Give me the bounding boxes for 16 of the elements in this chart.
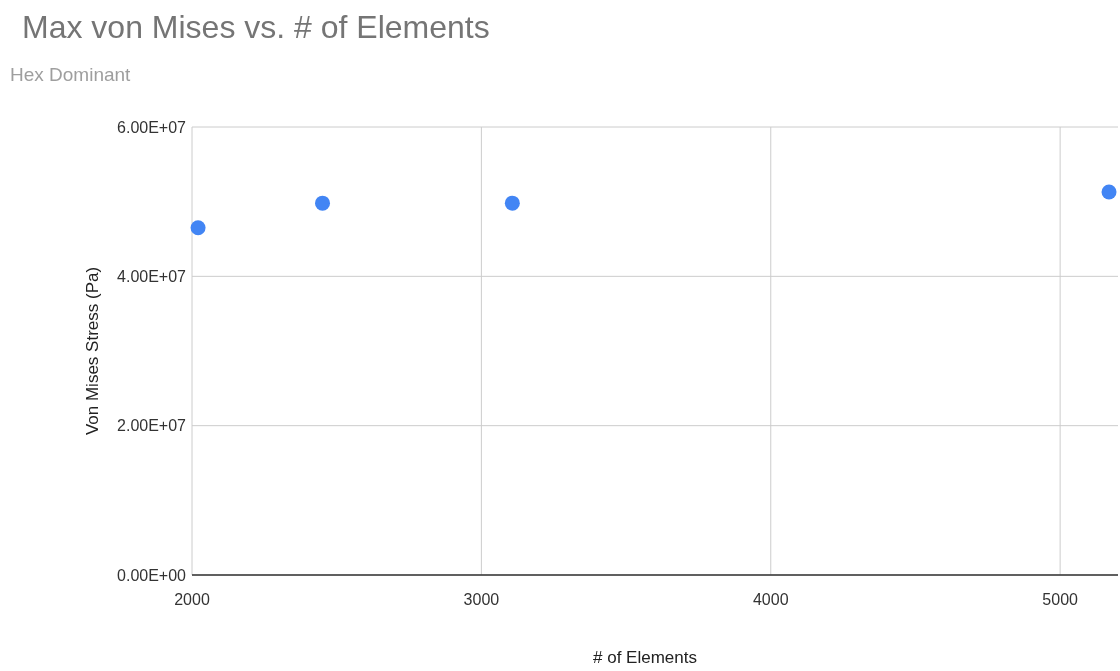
y-tick-label: 2.00E+07 xyxy=(117,417,187,435)
y-tick-label: 4.00E+07 xyxy=(117,267,187,285)
x-tick-label: 5000 xyxy=(1042,591,1079,608)
point xyxy=(315,195,331,211)
x-tick-label: 3000 xyxy=(463,591,500,608)
point xyxy=(190,220,206,236)
y-axis-title: Von Mises Stress (Pa) xyxy=(83,266,102,436)
x-tick-label: 2000 xyxy=(174,591,210,608)
y-tick-label: 0.00E+00 xyxy=(117,566,187,584)
chart-subtitle: Hex Dominant xyxy=(10,64,132,85)
point xyxy=(1101,184,1117,200)
y-tick-label: 6.00E+07 xyxy=(117,118,187,136)
point xyxy=(504,195,520,211)
chart-title: Max von Mises vs. # of Elements xyxy=(22,9,490,45)
x-tick-label: 4000 xyxy=(752,591,789,608)
x-axis-title: # of Elements xyxy=(593,648,697,667)
